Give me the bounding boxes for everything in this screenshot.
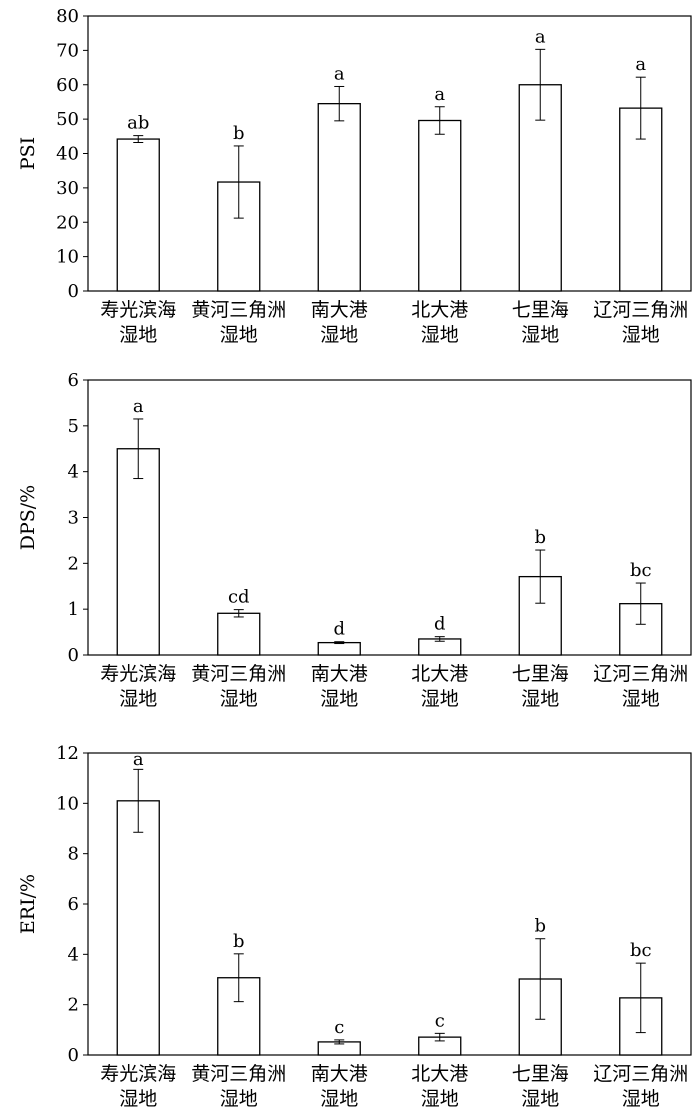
panel-2-ytick-label-0: 0 xyxy=(68,645,79,666)
panel-2-ytick-label-1: 1 xyxy=(68,599,79,620)
panel-3-bar-1 xyxy=(116,800,160,1056)
panel-2-category-label-2-line-1: 黄河三角洲 xyxy=(191,663,286,685)
panel-1-ytick-label-1: 10 xyxy=(56,247,79,268)
panel-1-ytick-label-0: 0 xyxy=(68,281,79,302)
panel-3-category-label-6-line-2: 湿地 xyxy=(622,1088,660,1110)
panel-1-ytick-label-8: 80 xyxy=(56,6,79,27)
panel-1-category-label-2-line-1: 黄河三角洲 xyxy=(191,299,286,321)
panel-1-category-label-6-line-1: 辽河三角洲 xyxy=(593,299,688,321)
panel-3-sig-letter-5: b xyxy=(534,916,546,937)
panel-2-ylabel: DPS/% xyxy=(17,485,39,551)
panel-3-ytick-label-6: 12 xyxy=(56,743,79,764)
panel-1-bar-3 xyxy=(317,103,361,292)
panel-1-ytick-label-6: 60 xyxy=(56,75,79,96)
panel-1-sig-letter-6: a xyxy=(635,54,646,75)
panel-3-category-label-2-line-1: 黄河三角洲 xyxy=(191,1063,286,1085)
panel-3-sig-letter-6: bc xyxy=(630,940,652,961)
panel-2-category-label-3-line-2: 湿地 xyxy=(320,688,358,710)
panel-2-ytick-label-4: 4 xyxy=(68,462,79,483)
panel-1-category-label-4-line-2: 湿地 xyxy=(421,324,459,346)
panel-1-sig-letter-1: ab xyxy=(127,113,149,134)
panel-1-category-label-1-line-2: 湿地 xyxy=(119,324,157,346)
panel-1-ytick-label-7: 70 xyxy=(56,40,79,61)
panel-1-ylabel: PSI xyxy=(17,137,39,170)
panel-3-ytick-label-5: 10 xyxy=(56,793,79,814)
panel-1-category-label-5-line-1: 七里海 xyxy=(512,299,569,321)
panel-1-ytick-label-3: 30 xyxy=(56,178,79,199)
panel-3-sig-letter-4: c xyxy=(435,1010,445,1031)
panel-2-bar-1 xyxy=(116,448,160,656)
panel-2-category-label-5-line-1: 七里海 xyxy=(512,663,569,685)
panel-3-ylabel: ERI/% xyxy=(17,874,39,934)
panel-1-ytick-label-2: 20 xyxy=(56,212,79,233)
panel-2-category-label-1-line-1: 寿光滨海 xyxy=(100,663,176,685)
panel-2-category-label-3-line-1: 南大港 xyxy=(311,663,368,685)
panel-2-ytick-label-6: 6 xyxy=(68,370,79,391)
panel-3-sig-letter-1: a xyxy=(133,749,144,770)
panel-2-category-label-4-line-1: 北大港 xyxy=(411,663,468,685)
panel-1-category-label-5-line-2: 湿地 xyxy=(521,324,559,346)
panel-2-sig-letter-5: b xyxy=(534,527,546,548)
panel-2-bar-3 xyxy=(317,641,361,656)
panel-3-ytick-label-2: 4 xyxy=(68,944,79,965)
panel-3-category-label-3-line-1: 南大港 xyxy=(311,1063,368,1085)
panel-3-category-label-6-line-1: 辽河三角洲 xyxy=(593,1063,688,1085)
panel-2-ytick-label-5: 5 xyxy=(68,416,79,437)
panel-3-category-label-4-line-1: 北大港 xyxy=(411,1063,468,1085)
panel-1-sig-letter-2: b xyxy=(233,123,245,144)
panel-2-category-label-1-line-2: 湿地 xyxy=(119,688,157,710)
panel-3-ytick-label-0: 0 xyxy=(68,1045,79,1066)
panel-2-category-label-6-line-2: 湿地 xyxy=(622,688,660,710)
panel-1-category-label-3-line-2: 湿地 xyxy=(320,324,358,346)
panel-3-category-label-4-line-2: 湿地 xyxy=(421,1088,459,1110)
panel-2-ytick-label-2: 2 xyxy=(68,553,79,574)
panel-2-bar-2 xyxy=(217,612,261,656)
panel-1-category-label-6-line-2: 湿地 xyxy=(622,324,660,346)
panel-3-category-label-3-line-2: 湿地 xyxy=(320,1088,358,1110)
panel-3-category-label-5-line-1: 七里海 xyxy=(512,1063,569,1085)
panel-3-category-label-1-line-1: 寿光滨海 xyxy=(100,1063,176,1085)
panel-2-category-label-6-line-1: 辽河三角洲 xyxy=(593,663,688,685)
panel-2-sig-letter-4: d xyxy=(434,614,446,635)
panel-3-frame xyxy=(87,752,692,1056)
panel-1-category-label-3-line-1: 南大港 xyxy=(311,299,368,321)
panel-1-sig-letter-3: a xyxy=(334,63,345,84)
panel-2-sig-letter-2: cd xyxy=(228,587,250,608)
panel-3-ytick-label-4: 8 xyxy=(68,844,79,865)
panel-2-category-label-2-line-2: 湿地 xyxy=(220,688,258,710)
panel-2-category-label-5-line-2: 湿地 xyxy=(521,688,559,710)
panel-1-bar-4 xyxy=(418,119,462,292)
panel-1-bar-1 xyxy=(116,138,160,292)
panel-3-sig-letter-3: c xyxy=(334,1017,344,1038)
panel-2-frame xyxy=(87,379,692,656)
panel-1-frame xyxy=(87,15,692,292)
panel-3-category-label-2-line-2: 湿地 xyxy=(220,1088,258,1110)
panel-1-sig-letter-4: a xyxy=(434,84,445,105)
panel-1-sig-letter-5: a xyxy=(535,26,546,47)
panel-1-category-label-2-line-2: 湿地 xyxy=(220,324,258,346)
panel-3-sig-letter-2: b xyxy=(233,931,245,952)
panel-2-sig-letter-6: bc xyxy=(630,560,652,581)
panel-2-bar-6 xyxy=(619,603,663,656)
panel-1-category-label-4-line-1: 北大港 xyxy=(411,299,468,321)
panel-1-ytick-label-5: 50 xyxy=(56,109,79,130)
panel-2-ytick-label-3: 3 xyxy=(68,508,79,529)
panel-3-category-label-5-line-2: 湿地 xyxy=(521,1088,559,1110)
panel-2-category-label-4-line-2: 湿地 xyxy=(421,688,459,710)
panel-3-category-label-1-line-2: 湿地 xyxy=(119,1088,157,1110)
panel-1-category-label-1-line-1: 寿光滨海 xyxy=(100,299,176,321)
panel-3-ytick-label-1: 2 xyxy=(68,995,79,1016)
panel-2-sig-letter-3: d xyxy=(333,619,345,640)
panel-1-ytick-label-4: 40 xyxy=(56,144,79,165)
panel-3-ytick-label-3: 6 xyxy=(68,894,79,915)
panel-2-sig-letter-1: a xyxy=(133,396,144,417)
